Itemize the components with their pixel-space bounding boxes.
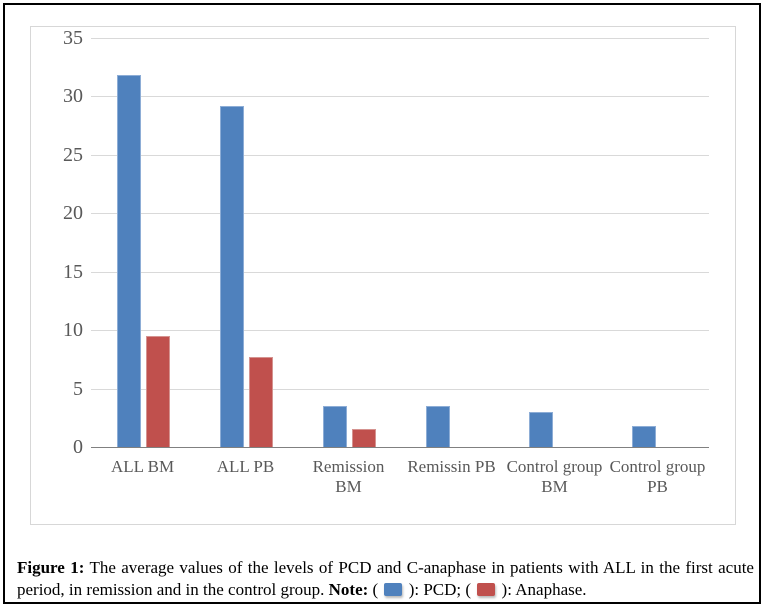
y-axis-tick-15: 15: [63, 260, 83, 283]
figure-caption: Figure 1: The average values of the leve…: [17, 557, 754, 601]
gridline-15: [91, 271, 709, 273]
category-slot-control-group-bm: [503, 38, 606, 447]
y-axis-tick-5: 5: [73, 377, 83, 400]
y-axis-tick-0: 0: [73, 436, 83, 458]
gridline-30: [91, 96, 709, 98]
bar-pcd-control-group-pb: [632, 425, 656, 447]
caption-line-1: Figure 1: The average values of the leve…: [17, 557, 754, 579]
caption-text-line-1: The average values of the levels of PCD …: [89, 558, 754, 577]
x-axis-label-all-pb: ALL PB: [216, 457, 275, 476]
y-axis-tick-10: 10: [63, 319, 83, 342]
bar-anaphase-all-pb: [249, 357, 273, 447]
y-axis-tick-30: 30: [63, 85, 83, 108]
category-slot-remissin-pb: [400, 38, 503, 447]
caption-text-line-2: period, in remission and in the control …: [17, 580, 325, 599]
x-axis-label-control-group-pb: Control group PB: [609, 457, 706, 496]
bar-pcd-remission-bm: [323, 406, 347, 447]
category-slot-all-bm: [91, 38, 194, 447]
gridline-20: [91, 213, 709, 215]
note-label: Note:: [328, 580, 369, 599]
y-axis-tick-25: 25: [63, 143, 83, 166]
bar-pcd-control-group-bm: [529, 411, 553, 447]
caption-line-2: period, in remission and in the control …: [17, 579, 754, 601]
gridline-10: [91, 330, 709, 332]
note-pcd-text: ): PCD; (: [404, 580, 476, 599]
bar-pcd-all-bm: [117, 75, 141, 447]
y-axis-tick-20: 20: [63, 202, 83, 225]
category-slot-remission-bm: [297, 38, 400, 447]
note-open-paren: (: [372, 580, 383, 599]
x-axis-label-remission-bm: Remission BM: [312, 457, 385, 496]
bar-pcd-all-pb: [220, 105, 244, 447]
y-axis-tick-35: 35: [63, 27, 83, 49]
x-axis-label-remissin-pb: Remissin PB: [407, 457, 496, 476]
figure-label: Figure 1:: [17, 558, 85, 577]
category-slot-all-pb: [194, 38, 297, 447]
bar-anaphase-remission-bm: [352, 429, 376, 447]
anaphase-legend-swatch: [477, 583, 496, 596]
gridline-35: [91, 38, 709, 39]
x-axis-label-control-group-bm: Control group BM: [506, 457, 603, 496]
gridline-5: [91, 388, 709, 390]
bar-pcd-remissin-pb: [426, 406, 450, 447]
pcd-legend-swatch: [384, 583, 403, 596]
gridline-25: [91, 154, 709, 156]
figure-border-frame: 0 5 10 15 20 25 30 35 ALL BM ALL PB Remission BM Re…: [3, 3, 761, 604]
chart-area: 0 5 10 15 20 25 30 35 ALL BM ALL PB Remission BM Re…: [30, 26, 736, 525]
bar-anaphase-all-bm: [146, 336, 170, 447]
x-axis-label-all-bm: ALL BM: [110, 457, 175, 476]
note-anaphase-text: ): Anaphase.: [497, 580, 587, 599]
x-axis-line: [91, 447, 709, 448]
category-slot-control-group-pb: [606, 38, 709, 447]
